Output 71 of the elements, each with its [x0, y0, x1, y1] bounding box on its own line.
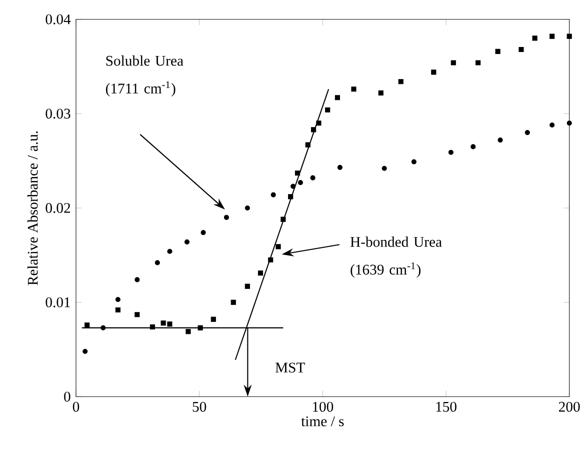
point — [566, 34, 572, 39]
annotation: MST — [275, 362, 305, 373]
point — [150, 324, 156, 330]
point — [310, 175, 316, 180]
point — [448, 150, 454, 155]
point — [270, 192, 276, 198]
point — [84, 322, 90, 328]
point — [154, 260, 160, 266]
point — [186, 329, 191, 334]
point — [532, 36, 538, 41]
point — [184, 239, 190, 244]
point — [134, 277, 140, 282]
y-tick-label: 0.04 — [46, 14, 71, 24]
y-tick-label: 0 — [64, 392, 70, 402]
point — [244, 205, 250, 211]
point — [268, 257, 274, 262]
point — [167, 248, 172, 254]
annotation: H-bonded Urea (1639 cm$^{-1}$) — [350, 236, 442, 278]
point — [470, 144, 476, 150]
point — [351, 86, 356, 92]
point — [498, 138, 503, 143]
point — [311, 127, 316, 132]
y-axis-title: Relative Absorbance / a.u. — [27, 131, 38, 286]
x-tick-label: 50 — [192, 402, 206, 412]
point — [280, 216, 286, 222]
point — [244, 284, 250, 289]
point — [167, 321, 172, 327]
y-tick-label: 0.03 — [46, 108, 70, 119]
point — [298, 180, 304, 186]
x-tick-label: 200 — [558, 402, 580, 412]
point — [160, 320, 166, 326]
y-tick-label: 0.02 — [46, 203, 70, 213]
point — [411, 159, 416, 164]
point — [566, 120, 572, 126]
point — [431, 70, 436, 75]
point — [100, 325, 106, 330]
point — [382, 166, 387, 171]
x-tick-label: 100 — [312, 402, 334, 412]
point — [398, 79, 404, 84]
y-tick-label: 0.01 — [46, 297, 70, 308]
point — [305, 142, 310, 148]
point — [450, 60, 456, 66]
point — [115, 307, 120, 312]
point — [115, 296, 120, 302]
point — [518, 46, 524, 52]
point — [495, 48, 500, 54]
point — [290, 184, 296, 189]
point — [200, 230, 206, 236]
point — [224, 214, 230, 220]
point — [210, 316, 216, 322]
annotation: Soluble Urea (1711 cm$^{-1}$) — [106, 55, 184, 96]
point — [316, 120, 322, 126]
point — [294, 170, 300, 176]
point — [550, 122, 555, 128]
point — [276, 244, 281, 250]
point — [524, 130, 530, 136]
point — [378, 90, 384, 96]
point — [334, 95, 340, 100]
point — [550, 34, 555, 39]
point — [82, 348, 88, 354]
point — [230, 300, 236, 305]
point — [258, 270, 264, 276]
x-tick-label: 0 — [72, 402, 80, 412]
point — [476, 60, 481, 66]
point — [337, 164, 342, 170]
point — [325, 107, 330, 112]
x-axis-title: time / s — [301, 416, 344, 426]
x-tick-label: 150 — [436, 402, 456, 412]
point — [198, 325, 203, 330]
point — [134, 312, 140, 318]
point — [288, 194, 294, 200]
